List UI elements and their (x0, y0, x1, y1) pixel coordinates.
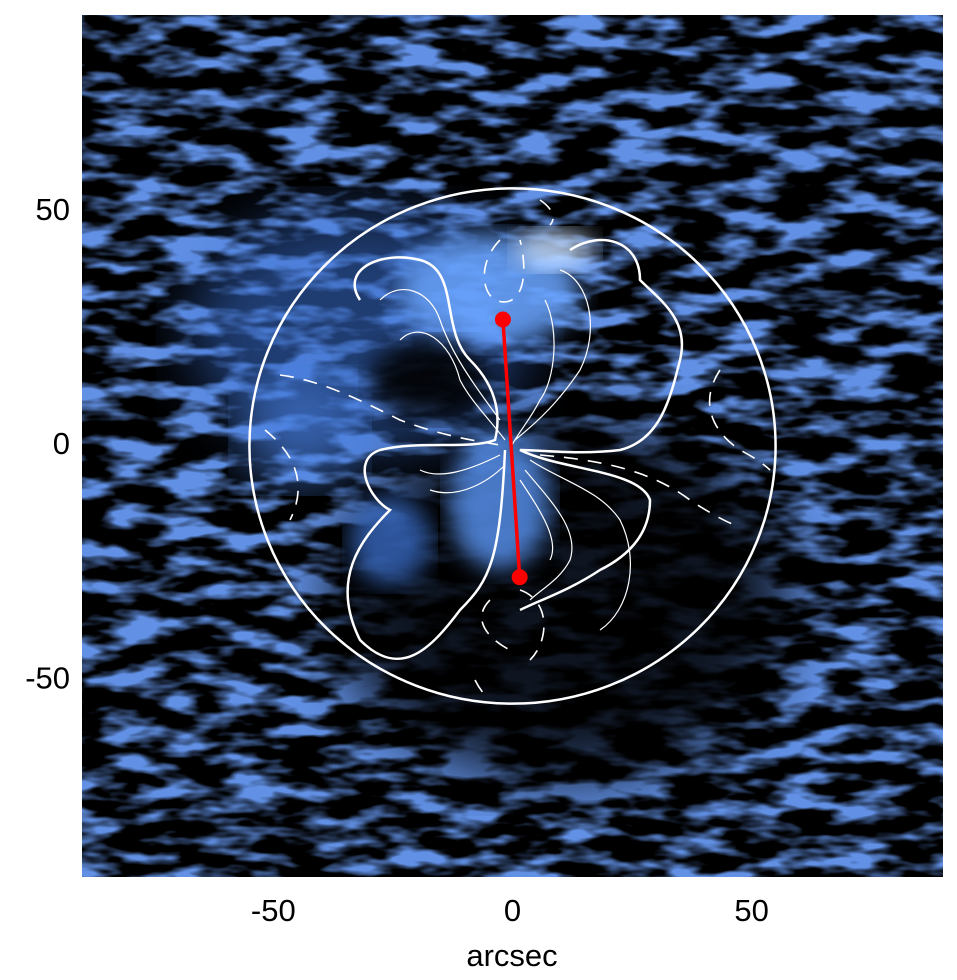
contours (264, 199, 771, 696)
glow (350, 495, 430, 585)
overlay (248, 187, 777, 705)
aperture-circle (248, 187, 777, 705)
red-point (494, 311, 511, 328)
dark-region (370, 340, 490, 420)
red-point (511, 569, 528, 586)
x-axis-label: arcsec (466, 938, 557, 973)
dark-region (330, 420, 790, 780)
glow (515, 230, 595, 270)
y-tick-label: -50 (25, 660, 70, 695)
glow (450, 430, 550, 570)
glow (240, 375, 360, 485)
y-tick-label: 50 (36, 192, 70, 227)
y-tick-label: 0 (53, 426, 70, 461)
x-tick-label: -50 (251, 893, 296, 928)
red-line (501, 319, 522, 578)
x-tick-label: 0 (504, 893, 521, 928)
x-tick-label: 50 (734, 893, 768, 928)
axes: -50 0 50 -50 0 50 (25, 192, 769, 928)
